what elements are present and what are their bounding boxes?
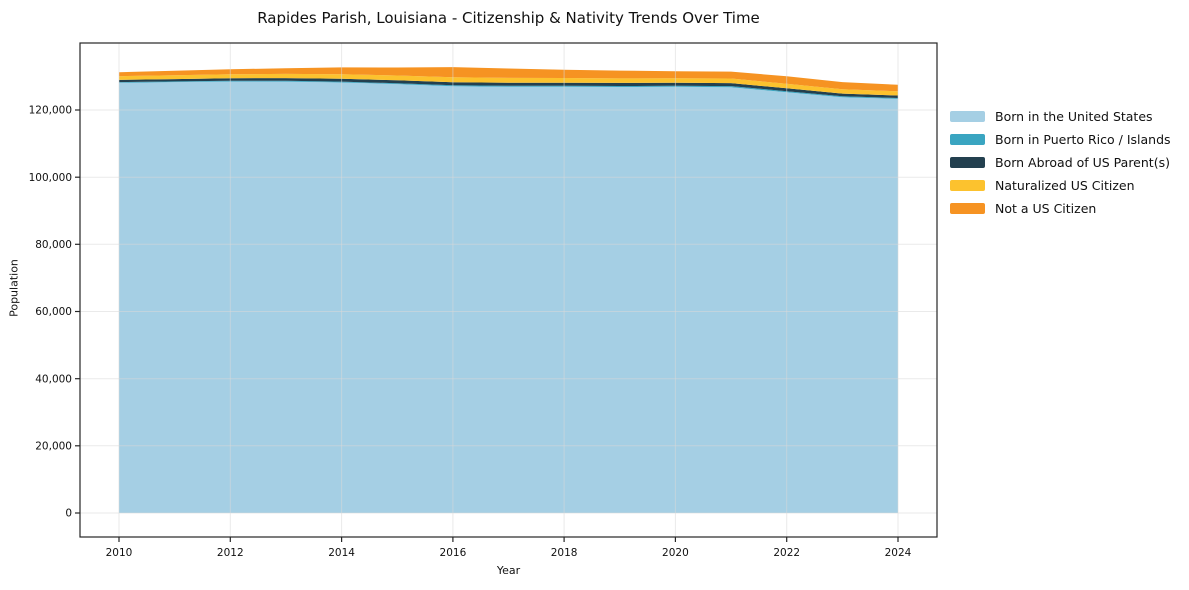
svg-text:0: 0 <box>65 508 72 520</box>
svg-text:80,000: 80,000 <box>35 239 72 251</box>
svg-text:2010: 2010 <box>106 547 133 559</box>
legend-label: Born in the United States <box>995 109 1153 124</box>
svg-text:2012: 2012 <box>217 547 244 559</box>
legend-swatch-born-abroad <box>950 157 985 168</box>
legend-swatch-puerto-rico-islands <box>950 134 985 145</box>
svg-text:2016: 2016 <box>440 547 467 559</box>
legend-item: Born in Puerto Rico / Islands <box>950 128 1171 151</box>
legend-label: Born Abroad of US Parent(s) <box>995 155 1170 170</box>
svg-text:60,000: 60,000 <box>35 306 72 318</box>
svg-text:120,000: 120,000 <box>29 105 72 117</box>
x-axis-label: Year <box>496 564 521 577</box>
legend-item: Born in the United States <box>950 105 1171 128</box>
svg-text:2020: 2020 <box>662 547 689 559</box>
svg-text:2022: 2022 <box>773 547 800 559</box>
legend-label: Naturalized US Citizen <box>995 178 1135 193</box>
legend-label: Born in Puerto Rico / Islands <box>995 132 1171 147</box>
svg-text:2014: 2014 <box>328 547 355 559</box>
chart-title: Rapides Parish, Louisiana - Citizenship … <box>257 9 760 27</box>
legend-item: Naturalized US Citizen <box>950 174 1171 197</box>
svg-text:20,000: 20,000 <box>35 441 72 453</box>
legend-swatch-not-citizen <box>950 203 985 214</box>
svg-text:2018: 2018 <box>551 547 578 559</box>
legend-swatch-born-us <box>950 111 985 122</box>
legend-label: Not a US Citizen <box>995 201 1097 216</box>
legend-swatch-naturalized <box>950 180 985 191</box>
legend-item: Born Abroad of US Parent(s) <box>950 151 1171 174</box>
legend: Born in the United States Born in Puerto… <box>950 105 1171 220</box>
legend-item: Not a US Citizen <box>950 197 1171 220</box>
svg-text:40,000: 40,000 <box>35 373 72 385</box>
svg-text:2024: 2024 <box>885 547 912 559</box>
y-axis-label: Population <box>7 259 21 317</box>
svg-text:100,000: 100,000 <box>29 172 72 184</box>
